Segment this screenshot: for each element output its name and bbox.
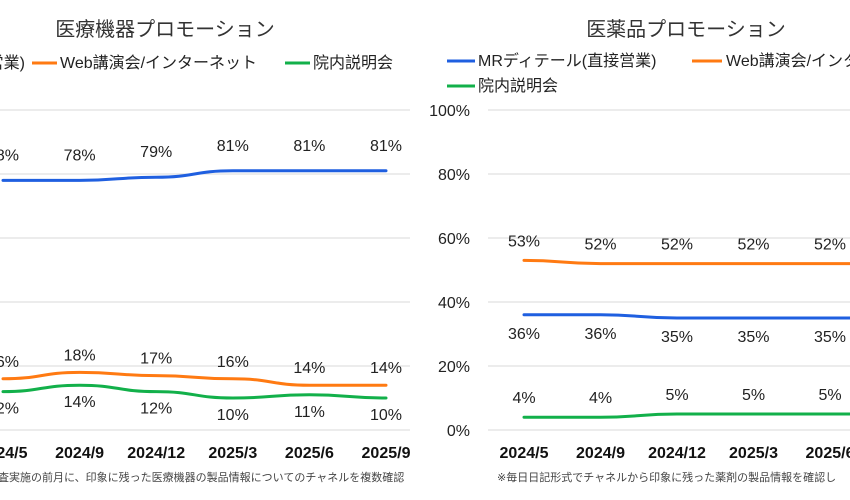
right-data-label: 52%	[661, 237, 693, 254]
right-data-label: 52%	[814, 237, 846, 254]
left-data-label: 14%	[370, 360, 402, 377]
right-chart-title: 医薬品プロモーション	[586, 18, 786, 41]
left-data-label: 18%	[64, 347, 96, 364]
left-x-tick-label: 2025/9	[362, 445, 411, 462]
left-data-label: 81%	[217, 138, 249, 155]
left-x-tick-label: 2024/9	[55, 445, 104, 462]
left-chart-title: 医療機器プロモーション	[55, 18, 275, 41]
left-data-label: 16%	[0, 354, 19, 371]
right-series-line	[522, 258, 850, 266]
right-data-label: 52%	[584, 237, 616, 254]
left-series-line	[1, 370, 388, 387]
right-legend-label: Web講演会/インターネット	[726, 52, 850, 70]
left-x-tick-label: 2024/5	[0, 445, 28, 462]
left-data-label: 78%	[0, 147, 19, 164]
right-series-line	[522, 313, 850, 320]
left-data-label: 10%	[370, 407, 402, 424]
left-data-label: 12%	[0, 401, 19, 418]
right-y-tick-label: 0%	[447, 423, 470, 440]
right-legend-label: MRディテール(直接営業)	[478, 51, 656, 70]
left-data-label: 79%	[140, 144, 172, 161]
left-data-label: 81%	[293, 138, 325, 155]
right-x-tick-label: 2024/9	[576, 445, 625, 462]
left-x-tick-label: 2025/6	[285, 445, 334, 462]
right-data-label: 36%	[584, 326, 616, 343]
right-x-tick-label: 2024/12	[648, 445, 706, 462]
right-series-line	[522, 412, 850, 419]
left-data-label: 12%	[140, 401, 172, 418]
left-data-label: 17%	[140, 351, 172, 368]
right-y-tick-label: 100%	[429, 103, 470, 120]
left-series-line	[1, 169, 388, 182]
right-x-tick-label: 2024/5	[500, 445, 549, 462]
left-x-tick-label: 2024/12	[127, 445, 185, 462]
right-data-label: 5%	[742, 387, 765, 404]
right-data-label: 4%	[589, 390, 612, 407]
left-data-label: 10%	[217, 407, 249, 424]
right-y-tick-label: 20%	[438, 359, 470, 376]
left-data-label: 14%	[64, 394, 96, 411]
left-data-label: 11%	[294, 404, 325, 421]
left-series-line	[1, 383, 388, 400]
left-data-label: 16%	[217, 354, 249, 371]
right-data-label: 5%	[818, 387, 841, 404]
right-y-tick-label: 60%	[438, 231, 470, 248]
left-x-tick-label: 2025/3	[208, 445, 257, 462]
right-data-label: 5%	[665, 387, 688, 404]
right-data-label: 35%	[737, 329, 769, 346]
left-chart-note: 査実施の前月に、印象に残った医療機器の製品情報についてのチャネルを複数確認	[0, 470, 404, 484]
right-data-label: 35%	[814, 329, 846, 346]
right-data-label: 53%	[508, 233, 540, 250]
right-x-tick-label: 2025/3	[729, 445, 778, 462]
right-y-tick-label: 80%	[438, 167, 470, 184]
right-data-label: 36%	[508, 326, 540, 343]
right-y-tick-label: 40%	[438, 295, 470, 312]
left-legend-label: Web講演会/インターネット	[60, 54, 257, 72]
right-chart-note: ※毎日日記形式でチャネルから印象に残った薬剤の製品情報を確認し	[497, 470, 836, 484]
right-legend-label: 院内説明会	[478, 77, 558, 95]
left-legend-label: 院内説明会	[313, 54, 393, 72]
right-x-tick-label: 2025/6	[806, 445, 850, 462]
right-data-label: 35%	[661, 329, 693, 346]
right-data-label: 52%	[737, 237, 769, 254]
left-data-label: 78%	[64, 147, 96, 164]
left-data-label: 81%	[370, 138, 402, 155]
left-data-label: 14%	[293, 360, 325, 377]
right-data-label: 4%	[512, 390, 535, 407]
left-legend-label: MRディテール(直接営業)	[0, 53, 25, 72]
